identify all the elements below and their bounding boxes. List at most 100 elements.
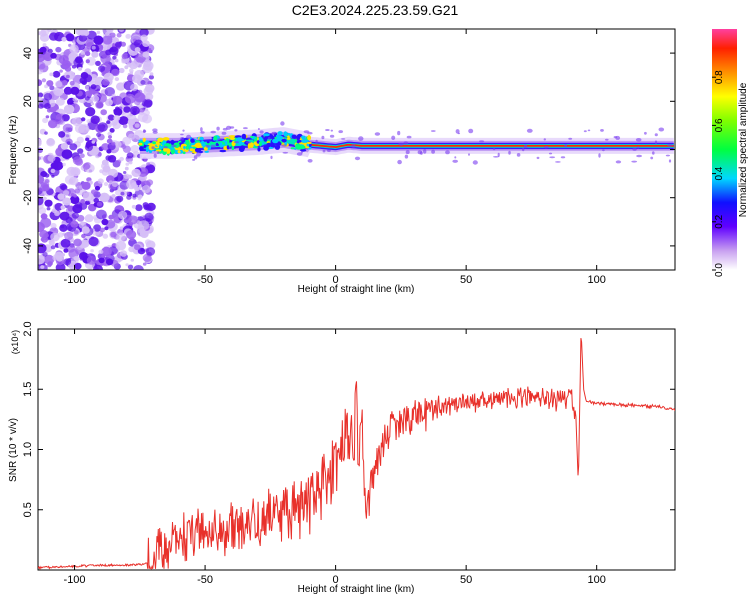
ridge-scatter [180,137,185,141]
ridge-scatter [257,128,260,130]
noise-blob [63,104,75,115]
noise-blob [47,261,53,266]
colorbar-tick-label: 0.0 [714,263,725,277]
ridge-scatter [583,130,587,133]
ridge-scatter [650,156,654,160]
noise-blob [61,36,67,42]
noise-blob [47,29,52,32]
ridge-speckle [272,138,279,144]
ridge-scatter [325,129,330,131]
noise-blob [98,65,106,72]
snr-x-axis-label: Height of straight line (km) [298,584,415,595]
noise-blob [65,74,70,79]
noise-blob [108,135,112,139]
ridge-speckle [300,148,307,152]
heatmap-marks [38,29,674,270]
ridge-speckle [296,139,303,143]
ridge-scatter [270,155,273,160]
ridge-scatter [151,146,155,150]
ridge-speckle [163,147,168,152]
noise-blob [79,153,85,158]
noise-blob [137,197,141,201]
ridge-speckle [219,149,227,153]
ridge-speckle [241,133,247,140]
ridge-scatter [210,144,216,148]
noise-blob [121,59,126,64]
ridge-speckle [257,147,261,152]
noise-blob [126,179,137,190]
noise-blob [138,220,150,231]
ridge-scatter [259,130,264,134]
ridge-scatter [602,149,605,152]
noise-blob [93,35,104,45]
ridge-scatter [243,127,248,130]
noise-blob [77,66,83,71]
ridge-scatter [522,147,525,152]
noise-blob [84,96,90,101]
noise-blob [46,80,54,87]
noise-blob [51,174,55,178]
noise-blob [82,163,91,170]
noise-blob [80,50,85,55]
colorbar-gradient [712,29,737,270]
noise-blob [105,98,113,107]
ridge-scatter [548,152,553,155]
ridge-scatter [430,130,436,132]
ridge-speckle [138,142,143,146]
colorbar-ticks: 0.0 0.2 0.4 0.6 0.8 [712,70,725,277]
ridge-speckle [263,145,269,151]
noise-blob [79,252,88,261]
ridge-speckle [300,142,308,145]
ridge-scatter [330,129,333,132]
noise-blob [113,109,118,113]
noise-blob [77,148,84,154]
noise-blob [47,154,56,162]
noise-blob [137,112,149,123]
ridge-scatter [280,121,285,126]
ridge-scatter [423,149,427,154]
noise-blob [106,120,111,124]
noise-blob [126,230,137,240]
ridge-scatter [497,152,500,158]
noise-blob [128,133,136,140]
ridge-scatter [654,140,658,144]
ridge-speckle [300,135,306,140]
noise-blob [145,247,156,256]
ridge-scatter [403,141,409,145]
noise-blob [50,222,57,229]
y-tick-label: 1.0 [22,442,34,457]
y-tick-label: 0.5 [22,502,34,517]
ridge-speckle [298,145,306,150]
ridge-scatter [200,127,203,132]
noise-blob [60,142,69,150]
ridge-speckle [152,141,156,145]
ridge-scatter [186,134,192,140]
ridge-scatter [587,129,591,132]
ridge-scatter [152,128,158,132]
ridge-speckle [301,138,308,143]
noise-blob [88,236,99,247]
noise-blob [61,149,73,160]
ridge-scatter [493,156,499,158]
noise-blob [76,214,85,222]
ridge-scatter [472,160,478,165]
noise-blob [38,79,43,87]
noise-blob [85,59,90,64]
ridge-speckle [170,149,175,155]
ridge-speckle [149,150,152,153]
noise-blob [40,49,46,55]
ridge-scatter [523,144,528,149]
noise-blob [91,45,96,50]
noise-blob [63,190,70,196]
noise-blob [93,84,101,92]
ridge-speckle [177,150,181,154]
ridge-scatter [341,138,346,140]
y-tick-label: 20 [22,95,34,107]
noise-blob [101,143,110,151]
noise-blob [54,202,63,211]
noise-blob [91,140,96,144]
noise-blob [38,138,42,145]
noise-blob [129,68,134,73]
snr-x-axis: -100 -50 0 50 100 [64,329,606,586]
